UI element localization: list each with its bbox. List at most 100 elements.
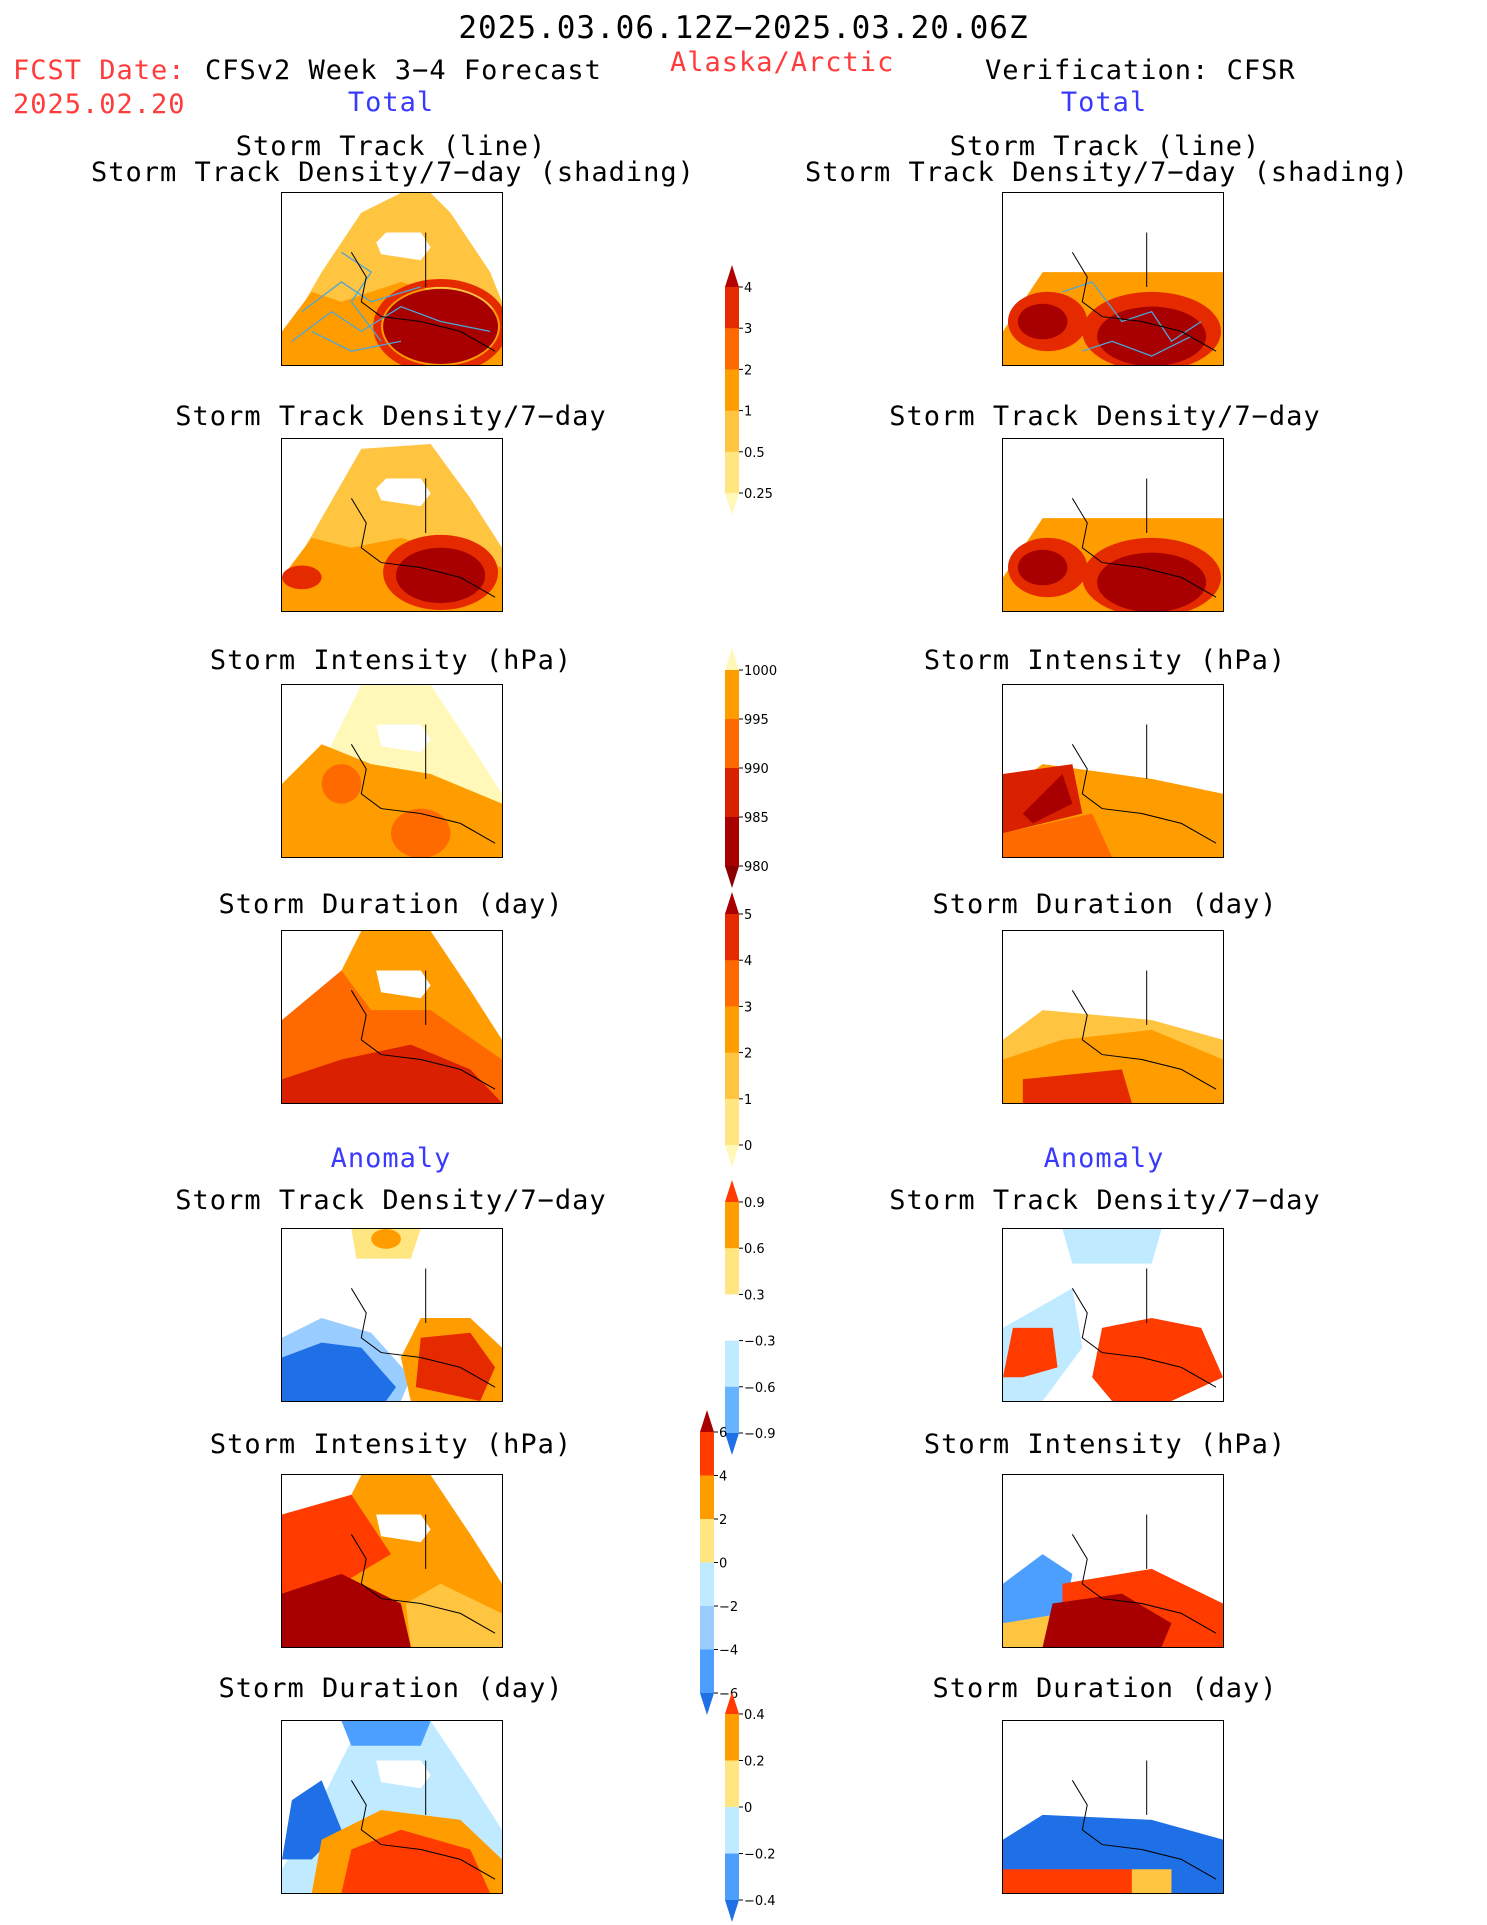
colorbar-tick-label: 0: [744, 1139, 752, 1154]
colorbar-tick-label: −0.2: [744, 1848, 776, 1863]
title-track-shading-left: Storm Track Density/7−day (shading): [91, 157, 695, 188]
title-intensity-left: Storm Intensity (hPa): [209, 645, 573, 676]
colorbar-segment: [700, 1606, 714, 1650]
colorbar-segment: [700, 1519, 714, 1563]
colorbar-top-arrow: [725, 1692, 739, 1714]
colorbar-intensity-total: 1000 995 990 985 980: [725, 648, 795, 888]
colorbar-svg: 4 3 2 1 0.5 0.25: [725, 265, 773, 515]
colorbar-segment: [725, 1340, 739, 1388]
colorbar-intensity-anom: 6 4 2 0 −2 −4 −6: [700, 1410, 770, 1715]
colorbar-segment: [725, 960, 739, 1007]
colorbar-bottom-arrow: [725, 493, 739, 515]
colorbar-segment: [700, 1649, 714, 1694]
colorbar-svg: 1000 995 990 985 980: [725, 648, 777, 888]
map-track-forecast: [281, 192, 503, 366]
map-duration-anom-forecast: [281, 1720, 503, 1894]
colorbar-segment: [725, 451, 739, 494]
colorbar-tick-label: 4: [744, 281, 752, 296]
map-intensity-anom-forecast: [281, 1474, 503, 1648]
map-intensity-verification: [1002, 684, 1224, 858]
title-track-shading-right: Storm Track Density/7−day (shading): [805, 157, 1409, 188]
colorbar-segment: [725, 1853, 739, 1901]
colorbar-duration-total: 5 4 3 2 1 0: [725, 892, 795, 1167]
colorbar-tick-label: 1: [744, 405, 752, 420]
colorbar-segment: [725, 914, 739, 961]
colorbar-tick-label: 5: [744, 908, 752, 923]
colorbar-svg: 0.4 0.2 0 −0.2 −0.4: [725, 1692, 776, 1922]
colorbar-tick-label: 0: [744, 1801, 752, 1816]
title-density-anom-left: Storm Track Density/7−day: [175, 1185, 607, 1216]
colorbar-tick-label: 6: [719, 1426, 727, 1441]
title-track-line-right: Storm Track (line): [949, 131, 1261, 162]
colorbar-duration-anom: 0.4 0.2 0 −0.2 −0.4: [725, 1692, 795, 1922]
colorbar-bottom-arrow: [725, 866, 739, 888]
colorbar-segment: [725, 1386, 739, 1434]
colorbar-segment: [700, 1432, 714, 1476]
map-density-anom-verification: [1002, 1228, 1224, 1402]
region-title: Alaska/Arctic: [670, 47, 895, 78]
map-density-anom-forecast: [281, 1228, 503, 1402]
colorbar-tick-label: 0.4: [744, 1708, 765, 1723]
map-track-verification: [1002, 192, 1224, 366]
colorbar-tick-label: 0: [719, 1557, 727, 1572]
colorbar-segment: [700, 1562, 714, 1607]
colorbar-segment: [725, 817, 739, 867]
colorbar-tick-label: 0.2: [744, 1755, 765, 1770]
colorbar-density-total: 4 3 2 1 0.5 0.25: [725, 265, 795, 515]
anomaly-label-right: Anomaly: [1043, 1143, 1165, 1174]
colorbar-density-anom: 0.9 0.6 0.3 −0.3 −0.6 −0.9: [725, 1180, 795, 1455]
title-intensity-anom-left: Storm Intensity (hPa): [209, 1429, 573, 1460]
title-duration-anom-left: Storm Duration (day): [218, 1673, 564, 1704]
colorbar-bottom-arrow: [700, 1693, 714, 1715]
title-duration-anom-right: Storm Duration (day): [932, 1673, 1278, 1704]
colorbar-tick-label: 985: [744, 811, 769, 826]
map-density-forecast: [281, 438, 503, 612]
colorbar-segment: [725, 768, 739, 818]
colorbar-tick-label: −4: [719, 1644, 738, 1659]
colorbar-segment: [725, 287, 739, 329]
colorbar-tick-label: 3: [744, 322, 752, 337]
colorbar-segment: [725, 1202, 739, 1249]
forecast-title: CFSv2 Week 3−4 Forecast: [205, 55, 602, 86]
colorbar-tick-label: 2: [744, 1047, 752, 1062]
colorbar-segment: [725, 1052, 739, 1100]
colorbar-segment: [725, 1294, 739, 1342]
colorbar-tick-label: −0.4: [744, 1894, 776, 1909]
colorbar-segment: [725, 1098, 739, 1146]
colorbar-tick-label: −0.3: [744, 1335, 776, 1350]
colorbar-segment: [725, 328, 739, 370]
colorbar-segment: [725, 410, 739, 453]
colorbar-tick-label: 0.5: [744, 446, 765, 461]
colorbar-bottom-arrow: [725, 1433, 739, 1455]
map-intensity-forecast: [281, 684, 503, 858]
anomaly-label-left: Anomaly: [330, 1143, 452, 1174]
colorbar-tick-label: −0.9: [744, 1427, 776, 1442]
colorbar-tick-label: 0.25: [744, 487, 773, 502]
colorbar-segment: [725, 1760, 739, 1808]
colorbar-segment: [725, 1714, 739, 1761]
map-duration-verification: [1002, 930, 1224, 1104]
colorbar-tick-label: 980: [744, 860, 769, 875]
map-density-verification: [1002, 438, 1224, 612]
colorbar-tick-label: 1000: [744, 664, 777, 679]
fcst-date-label: FCST Date:: [13, 55, 186, 86]
colorbar-tick-label: 2: [744, 363, 752, 378]
colorbar-tick-label: 0.6: [744, 1242, 765, 1257]
map-duration-anom-verification: [1002, 1720, 1224, 1894]
colorbar-segment: [725, 719, 739, 769]
fcst-date-value: 2025.02.20: [13, 89, 186, 120]
title-duration-right: Storm Duration (day): [932, 889, 1278, 920]
map-duration-forecast: [281, 930, 503, 1104]
title-density-left: Storm Track Density/7−day: [175, 401, 607, 432]
colorbar-top-arrow: [725, 648, 739, 670]
colorbar-tick-label: 0.9: [744, 1196, 765, 1211]
colorbar-tick-label: −2: [719, 1600, 738, 1615]
colorbar-tick-label: 990: [744, 762, 769, 777]
colorbar-top-arrow: [725, 892, 739, 914]
title-density-right: Storm Track Density/7−day: [889, 401, 1321, 432]
period-title: 2025.03.06.12Z−2025.03.20.06Z: [458, 10, 1029, 46]
total-label-left: Total: [347, 87, 435, 118]
colorbar-tick-label: 995: [744, 713, 769, 728]
colorbar-bottom-arrow: [725, 1900, 739, 1922]
title-intensity-right: Storm Intensity (hPa): [923, 645, 1287, 676]
